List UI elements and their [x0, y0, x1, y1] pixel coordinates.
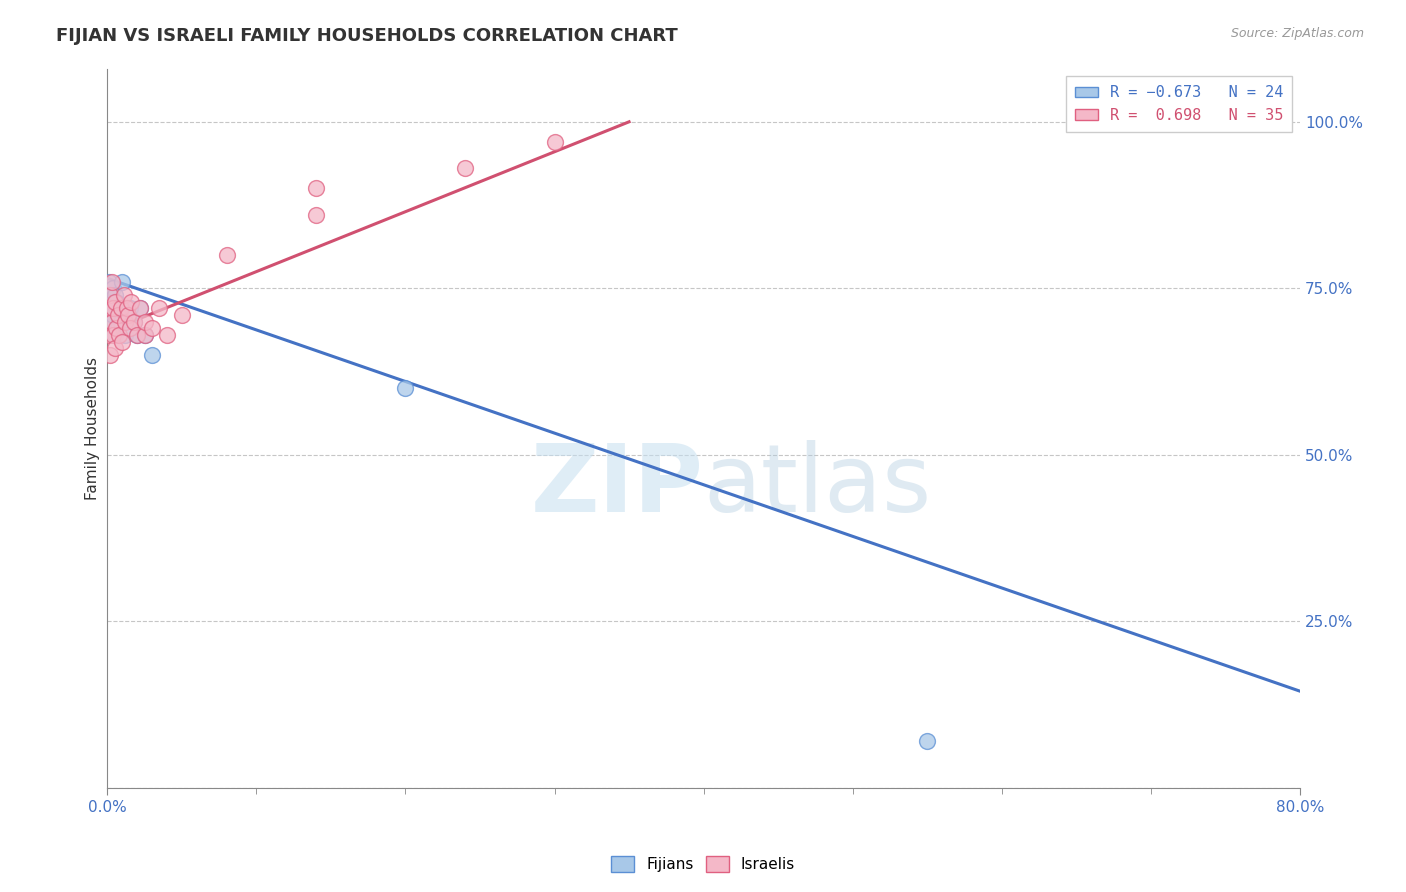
Point: [98, 301, 121, 316]
Point: [107, 308, 129, 322]
Point: [98, 288, 121, 302]
Point: [105, 294, 128, 309]
Point: [112, 288, 135, 302]
Point: [97, 327, 120, 342]
Point: [115, 301, 138, 316]
Point: [104, 288, 127, 302]
Point: [103, 308, 125, 322]
Point: [454, 161, 477, 176]
Point: [103, 301, 125, 316]
Point: [118, 321, 141, 335]
Text: atlas: atlas: [703, 440, 932, 532]
Point: [100, 275, 122, 289]
Point: [543, 135, 565, 149]
Point: [134, 327, 156, 342]
Legend: Fijians, Israelis: Fijians, Israelis: [603, 848, 803, 880]
Point: [305, 181, 328, 195]
Y-axis label: Family Households: Family Households: [86, 357, 100, 500]
Point: [305, 208, 328, 222]
Point: [125, 327, 148, 342]
Point: [100, 315, 122, 329]
Point: [108, 301, 131, 316]
Point: [103, 281, 125, 295]
Point: [100, 294, 122, 309]
Point: [118, 301, 141, 316]
Point: [134, 327, 156, 342]
Legend: R = −0.673   N = 24, R =  0.698   N = 35: R = −0.673 N = 24, R = 0.698 N = 35: [1066, 76, 1292, 132]
Point: [141, 348, 163, 362]
Point: [148, 301, 170, 316]
Point: [103, 327, 125, 342]
Point: [122, 315, 145, 329]
Text: FIJIAN VS ISRAELI FAMILY HOUSEHOLDS CORRELATION CHART: FIJIAN VS ISRAELI FAMILY HOUSEHOLDS CORR…: [56, 27, 678, 45]
Point: [114, 327, 136, 342]
Point: [97, 275, 120, 289]
Point: [394, 381, 416, 395]
Point: [129, 301, 152, 316]
Point: [120, 294, 142, 309]
Point: [107, 308, 129, 322]
Point: [141, 321, 163, 335]
Point: [111, 275, 134, 289]
Point: [114, 315, 136, 329]
Point: [100, 315, 122, 329]
Point: [134, 315, 156, 329]
Point: [917, 734, 939, 748]
Text: Source: ZipAtlas.com: Source: ZipAtlas.com: [1230, 27, 1364, 40]
Point: [156, 327, 179, 342]
Point: [122, 315, 145, 329]
Point: [215, 248, 238, 262]
Text: ZIP: ZIP: [530, 440, 703, 532]
Point: [117, 308, 139, 322]
Point: [104, 294, 127, 309]
Point: [105, 321, 128, 335]
Point: [111, 334, 134, 349]
Point: [97, 301, 120, 316]
Point: [104, 327, 127, 342]
Point: [104, 341, 127, 355]
Point: [110, 301, 132, 316]
Point: [170, 308, 193, 322]
Point: [110, 315, 132, 329]
Point: [129, 301, 152, 316]
Point: [107, 321, 129, 335]
Point: [98, 348, 121, 362]
Point: [98, 288, 121, 302]
Point: [125, 327, 148, 342]
Point: [108, 327, 131, 342]
